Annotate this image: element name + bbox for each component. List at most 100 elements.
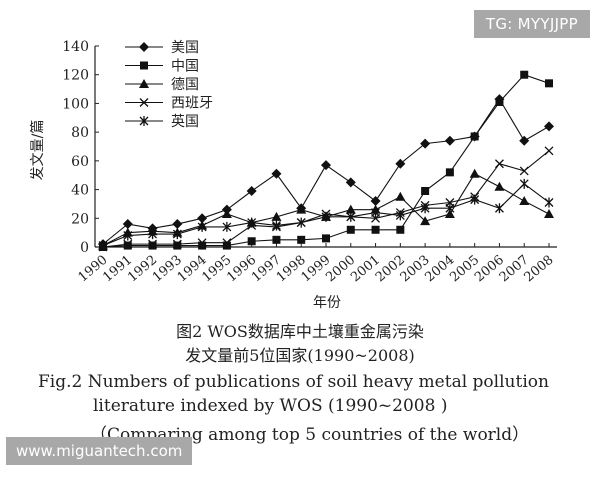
data-point (470, 132, 479, 141)
data-point (420, 216, 431, 226)
data-point (519, 166, 529, 176)
y-tick-label: 120 (62, 68, 89, 84)
data-point (122, 219, 133, 230)
series-0 (98, 94, 554, 250)
data-point (148, 239, 158, 249)
x-axis-label: 年份 (313, 295, 341, 311)
data-point (395, 158, 406, 169)
data-point (470, 194, 480, 205)
data-point (445, 168, 454, 177)
data-point (222, 221, 232, 232)
data-point (197, 213, 208, 224)
data-point (321, 160, 331, 171)
caption-cn-line1: 图2 WOS数据库中土壤重金属污染 (176, 322, 424, 341)
data-point (494, 181, 505, 191)
y-tick-label: 0 (80, 240, 89, 256)
data-point (519, 178, 529, 189)
watermark-top: TG: MYYJJPP (473, 10, 590, 38)
data-point (345, 204, 356, 214)
data-point (520, 70, 529, 79)
data-point (247, 237, 256, 246)
legend-label: 中国 (171, 59, 199, 75)
data-point (148, 241, 157, 250)
caption-en-line3: （Comparing among top 5 countries of the … (90, 425, 530, 445)
legend-item: 中国 (125, 59, 199, 75)
data-point (172, 239, 182, 249)
data-point (495, 97, 504, 106)
series-4 (98, 178, 554, 251)
data-point (469, 168, 480, 178)
data-point (247, 217, 257, 228)
y-tick-label: 140 (62, 39, 89, 55)
data-point (345, 177, 356, 188)
data-point (197, 221, 207, 232)
legend-marker (139, 79, 149, 88)
data-point (444, 208, 455, 218)
data-point (396, 225, 405, 234)
data-point (172, 229, 182, 240)
data-point (246, 186, 257, 197)
data-point (545, 79, 553, 88)
y-tick-label: 100 (62, 96, 89, 112)
data-point (544, 197, 554, 208)
legend-item: 德国 (125, 77, 199, 93)
legend-marker (140, 61, 148, 70)
data-point (371, 225, 380, 234)
data-point (544, 146, 554, 156)
y-tick-label: 60 (71, 154, 89, 170)
data-point (272, 235, 281, 244)
y-tick-label: 20 (71, 211, 89, 227)
data-point (123, 241, 132, 250)
data-point (544, 208, 554, 218)
data-point (198, 241, 207, 250)
data-point (222, 241, 231, 250)
data-point (371, 207, 381, 218)
data-point (445, 203, 455, 214)
data-point (271, 211, 282, 221)
legend-marker (139, 98, 149, 107)
data-point (519, 196, 530, 206)
y-tick-label: 40 (71, 183, 89, 199)
line-chart: 0204060801001201401990199119921993199419… (30, 39, 557, 311)
caption-en-line2: literature indexed by WOS (1990~2008 ) (93, 396, 448, 416)
legend-label: 德国 (171, 77, 199, 93)
data-point (221, 208, 232, 218)
data-point (322, 234, 330, 243)
watermark-bottom: www.miguantech.com (6, 437, 193, 465)
data-point (519, 135, 530, 146)
legend-label: 美国 (171, 40, 199, 56)
legend-label: 英国 (171, 113, 199, 130)
legend-item: 美国 (125, 40, 199, 56)
legend-item: 英国 (125, 113, 199, 130)
data-point (370, 196, 381, 207)
data-point (544, 121, 554, 132)
y-tick-label: 80 (71, 125, 89, 141)
data-point (197, 238, 207, 248)
data-point (172, 219, 183, 230)
x-tick-label: 2008 (522, 253, 557, 286)
caption-cn-line2: 发文量前5位国家(1990~2008) (185, 346, 415, 365)
series-1 (99, 70, 553, 251)
chart-axes: 0204060801001201401990199119921993199419… (62, 39, 557, 285)
data-point (421, 187, 430, 196)
legend-label: 西班牙 (171, 96, 213, 112)
legend-item: 西班牙 (125, 96, 213, 112)
data-point (222, 238, 232, 248)
data-point (173, 241, 182, 250)
caption-en-line1: Fig.2 Numbers of publications of soil he… (38, 372, 549, 392)
data-point (98, 240, 108, 251)
data-point (420, 203, 430, 214)
data-point (123, 239, 133, 249)
legend-marker (139, 42, 149, 52)
data-point (271, 220, 281, 231)
data-point (395, 210, 405, 221)
data-point (346, 211, 356, 222)
data-point (271, 168, 282, 179)
data-point (420, 138, 431, 149)
data-point (296, 204, 307, 214)
chart-series (98, 70, 554, 252)
data-point (321, 211, 331, 222)
series-line (102, 98, 550, 245)
data-point (346, 225, 355, 234)
